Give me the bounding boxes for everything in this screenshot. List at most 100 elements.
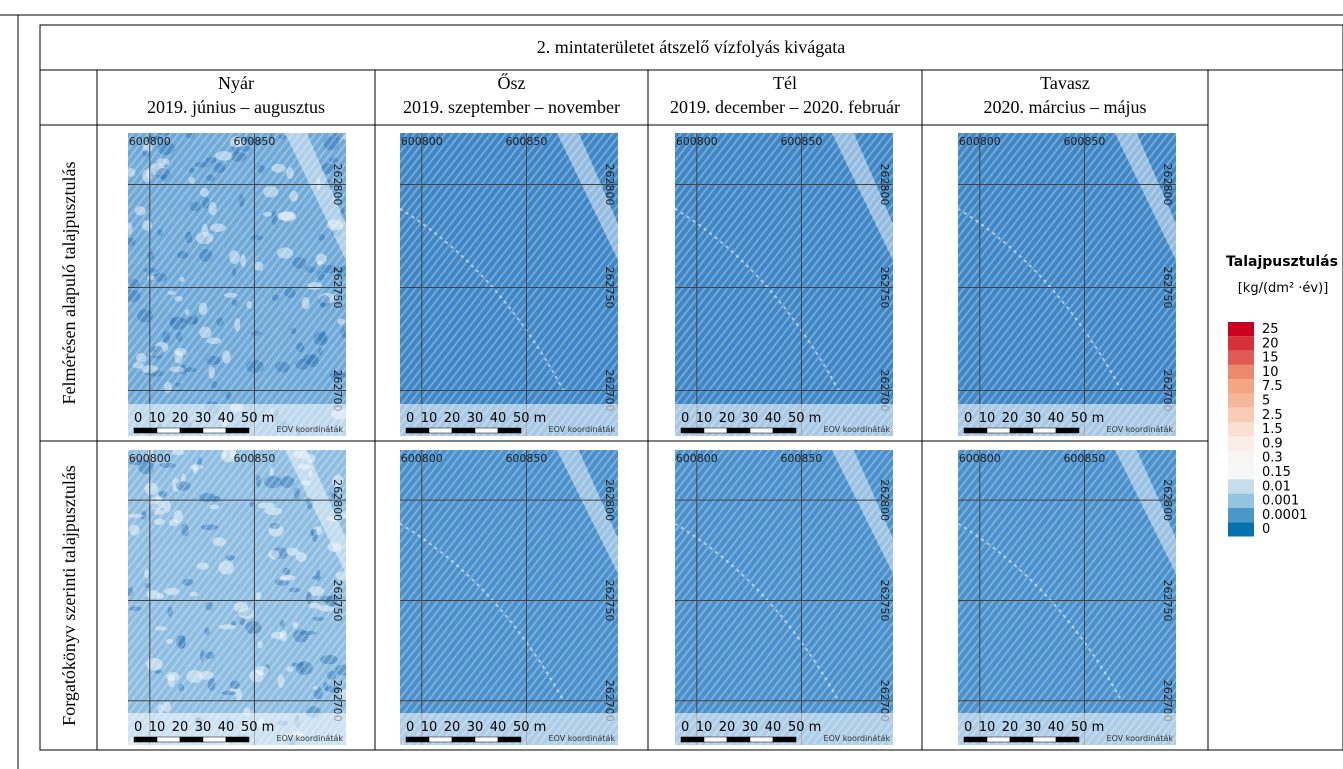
x-coord: 600800 (401, 452, 443, 465)
map: 6008006008502628002627502627000102030405… (675, 133, 893, 436)
scale-bar (157, 428, 180, 433)
scale-label: 40 (1048, 411, 1065, 426)
legend-label: 0.0001 (1262, 508, 1308, 523)
scale-label: 50 m (1071, 720, 1104, 735)
scale-bar (681, 428, 704, 433)
scale-bar (134, 737, 157, 742)
legend-title: Talajpusztulás (1226, 254, 1338, 270)
scale-label: 50 m (788, 720, 821, 735)
scale-label: 50 m (788, 411, 821, 426)
legend-label: 7.5 (1262, 379, 1283, 394)
scale-label: 0 (964, 411, 972, 426)
map: 6008006008502628002627502627000102030405… (958, 133, 1176, 436)
scale-label: 40 (490, 411, 507, 426)
scale-bar (429, 428, 452, 433)
legend-swatch (1228, 508, 1254, 522)
legend-label: 20 (1262, 336, 1279, 351)
crs-label: EOV koordináták (277, 425, 344, 434)
legend-swatch (1228, 365, 1254, 379)
scale-label: 40 (218, 411, 235, 426)
legend-label: 1.5 (1262, 422, 1283, 437)
scale-label: 20 (1002, 720, 1019, 735)
scale-bar (1010, 428, 1033, 433)
x-coord: 600800 (129, 135, 171, 148)
scale-bar (406, 737, 429, 742)
scale-label: 30 (195, 411, 212, 426)
column-name: Nyár (218, 73, 254, 93)
legend-swatch (1228, 322, 1254, 336)
scale-label: 0 (134, 411, 142, 426)
y-coord: 262750 (603, 579, 616, 621)
scale-bar (1056, 428, 1079, 433)
x-coord: 600850 (505, 452, 547, 465)
crs-label: EOV koordináták (549, 425, 616, 434)
column-period: 2019. szeptember – november (403, 97, 620, 117)
y-coord: 262750 (603, 267, 616, 309)
column-period: 2020. március – május (984, 97, 1147, 117)
y-coord: 262750 (878, 267, 891, 309)
column-period: 2019. december – 2020. február (670, 97, 900, 117)
y-coord: 262750 (1161, 267, 1174, 309)
scale-bar (727, 428, 750, 433)
y-coord: 262800 (331, 164, 344, 206)
scale-label: 10 (421, 720, 438, 735)
scale-bar (203, 737, 226, 742)
scale-label: 10 (696, 411, 713, 426)
scale-bar (406, 428, 429, 433)
scale-bar (681, 737, 704, 742)
legend-label: 10 (1262, 365, 1279, 380)
legend-swatch (1228, 451, 1254, 465)
scale-label: 30 (467, 720, 484, 735)
y-coord: 262800 (878, 479, 891, 521)
scale-bar (1056, 737, 1079, 742)
scale-label: 10 (696, 720, 713, 735)
scale-label: 30 (1025, 411, 1042, 426)
figure-title: 2. mintaterületet átszelő vízfolyás kivá… (537, 37, 845, 57)
legend-swatch (1228, 408, 1254, 422)
scale-label: 20 (719, 720, 736, 735)
crs-label: EOV koordináták (824, 734, 891, 743)
column-period: 2019. június – augusztus (147, 97, 325, 117)
legend-swatch (1228, 422, 1254, 436)
y-coord: 262800 (603, 479, 616, 521)
scale-bar (704, 428, 727, 433)
y-coord: 262750 (878, 579, 891, 621)
scale-label: 50 m (1071, 411, 1104, 426)
column-name: Tél (773, 73, 797, 93)
y-coord: 262800 (1161, 479, 1174, 521)
scale-label: 30 (195, 720, 212, 735)
scale-label: 20 (444, 411, 461, 426)
x-coord: 600850 (780, 135, 822, 148)
legend-label: 0.3 (1262, 451, 1283, 466)
x-coord: 600800 (676, 135, 718, 148)
scale-bar (1010, 737, 1033, 742)
scale-label: 30 (742, 720, 759, 735)
x-coord: 600850 (1063, 135, 1105, 148)
legend-swatch (1228, 436, 1254, 450)
legend-label: 5 (1262, 394, 1270, 409)
scale-bar (750, 428, 773, 433)
x-coord: 600800 (401, 135, 443, 148)
scale-bar (498, 428, 521, 433)
legend-unit: [kg/(dm² ·év)] (1238, 281, 1329, 296)
scale-bar (1033, 737, 1056, 742)
scale-bar (226, 428, 249, 433)
legend-label: 2.5 (1262, 408, 1283, 423)
crs-label: EOV koordináták (549, 734, 616, 743)
scale-label: 20 (172, 411, 189, 426)
scale-label: 40 (490, 720, 507, 735)
legend-swatch (1228, 336, 1254, 350)
page: 2. mintaterületet átszelő vízfolyás kivá… (0, 0, 1343, 769)
legend-swatch (1228, 465, 1254, 479)
legend-swatch (1228, 351, 1254, 365)
x-coord: 600850 (505, 135, 547, 148)
legend-label: 0 (1262, 522, 1270, 537)
scale-bar (429, 737, 452, 742)
y-coord: 262750 (1161, 579, 1174, 621)
scale-label: 20 (172, 720, 189, 735)
scale-bar (475, 428, 498, 433)
scale-label: 10 (979, 720, 996, 735)
scale-bar (157, 737, 180, 742)
